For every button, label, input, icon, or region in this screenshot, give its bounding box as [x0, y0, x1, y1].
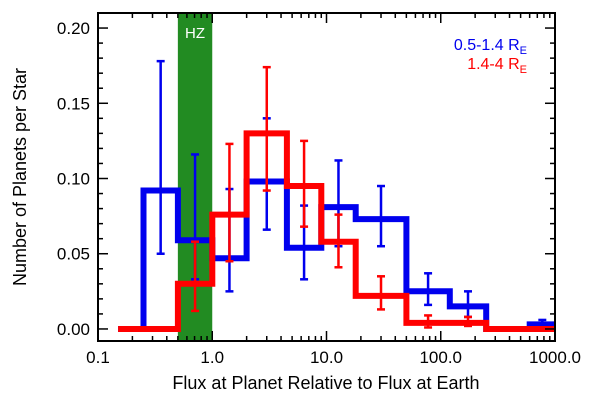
legend-entry-1: 1.4-4 RE [467, 56, 527, 76]
x-axis-title: Flux at Planet Relative to Flux at Earth [172, 373, 479, 393]
legend-entry-0-main: 0.5-1.4 R [454, 37, 520, 54]
y-tick-label: 0.05 [57, 245, 90, 264]
x-tick-label: 1000.0 [529, 348, 581, 367]
x-tick-label: 10.0 [310, 348, 343, 367]
x-tick-label: 1.0 [200, 348, 224, 367]
x-tick-label: 100.0 [419, 348, 462, 367]
labels-layer: Number of Planets per Star Flux at Plane… [10, 19, 581, 393]
axes-layer [97, 12, 556, 342]
y-axis-title: Number of Planets per Star [10, 68, 30, 286]
y-tick-label: 0.10 [57, 170, 90, 189]
legend-entry-0: 0.5-1.4 RE [454, 37, 527, 57]
series-1-histogram-line [118, 130, 555, 332]
hz-label: HZ [185, 25, 205, 42]
y-tick-label: 0.00 [57, 320, 90, 339]
legend-entry-1-main: 1.4-4 R [467, 56, 519, 73]
series-layer [118, 59, 555, 332]
y-tick-label: 0.20 [57, 19, 90, 38]
legend-entry-1-subscript: E [520, 64, 527, 76]
x-tick-label: 0.1 [86, 348, 110, 367]
y-tick-label: 0.15 [57, 94, 90, 113]
legend-entry-0-subscript: E [520, 45, 527, 57]
